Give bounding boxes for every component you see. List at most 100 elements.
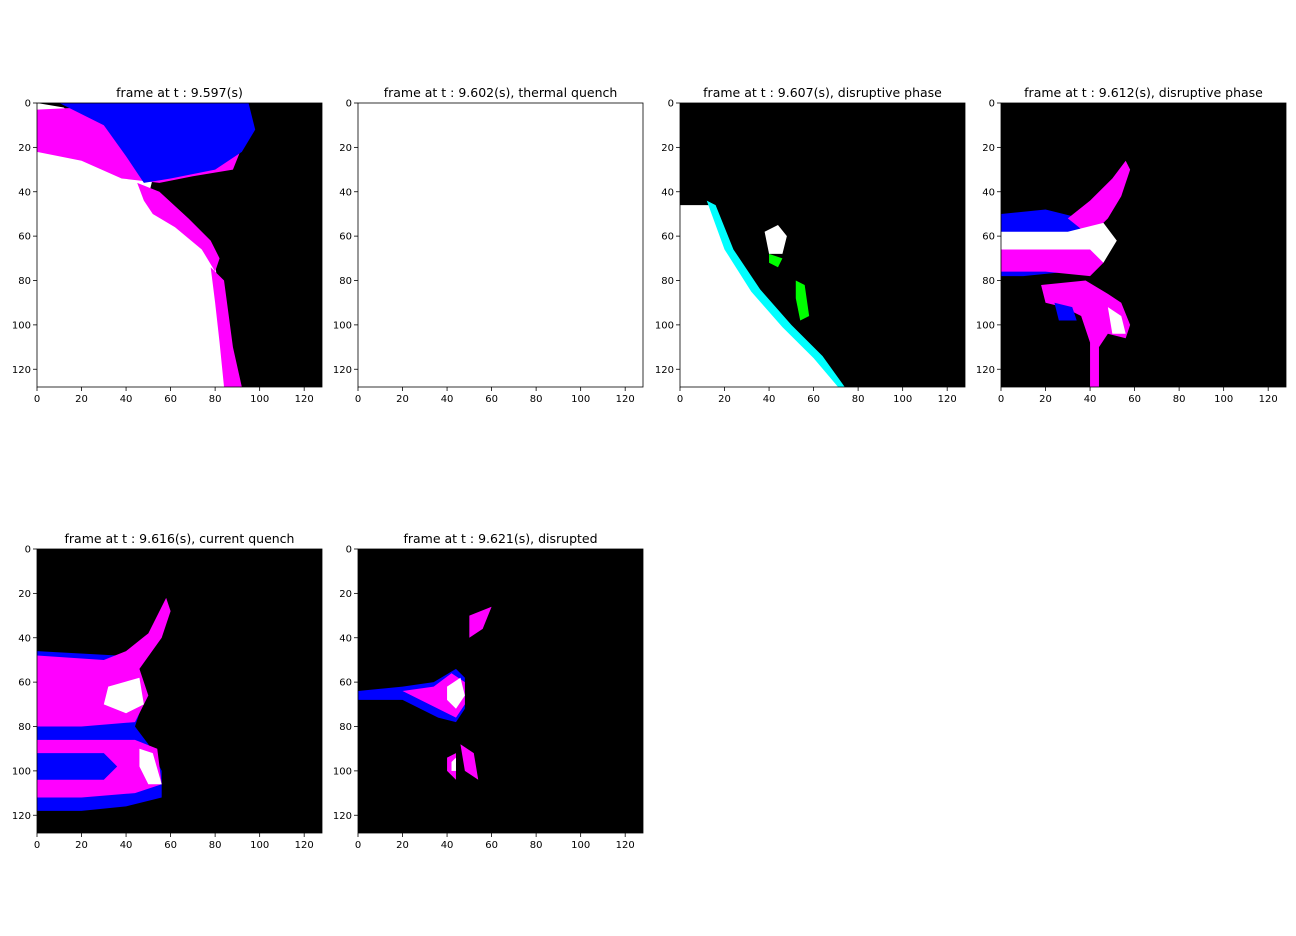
region-cyan-1 [706,200,845,387]
y-tick-label: 100 [655,320,674,331]
axes-frame [36,102,323,388]
x-tick-label: 0 [355,840,361,851]
panel-4: frame at t : 9.612(s), disruptive phase 0… [961,83,1296,417]
x-tick-label: 120 [938,394,957,405]
y-tick-label: 120 [12,365,31,376]
panel-title: frame at t : 9.612(s), disruptive phase [1024,85,1263,100]
y-tick-label: 120 [655,365,674,376]
y-tick-label: 60 [18,232,31,243]
x-tick-label: 40 [441,840,454,851]
y-tick-label: 60 [339,678,352,689]
region-green-3 [795,280,810,321]
x-tick-label: 80 [209,394,222,405]
region-green-4 [769,253,783,268]
axes-frame [357,548,644,834]
axes-frame [36,548,323,834]
region-blue-4 [37,753,118,780]
region-magenta-1 [402,673,465,718]
heatmap-svg: 0 20 40 60 80 100 120 0 20 40 60 80 100 120 [12,99,323,405]
region-white-0 [37,103,229,387]
panel-title: frame at t : 9.597(s) [116,85,243,100]
panel-3: frame at t : 9.607(s), disruptive phase 0… [640,83,985,417]
x-tick-label: 80 [530,394,543,405]
x-tick-label: 0 [998,394,1004,405]
x-tick-label: 100 [1214,394,1233,405]
y-tick-label: 0 [346,545,352,556]
y-tick-label: 40 [339,187,352,198]
x-tick-label: 20 [1039,394,1052,405]
y-tick-label: 60 [982,232,995,243]
x-tick-label: 100 [250,394,269,405]
y-tick-label: 0 [346,99,352,110]
heatmap-svg: 0 20 40 60 80 100 120 0 20 40 60 80 100 120 [976,99,1287,405]
x-tick-label: 100 [250,840,269,851]
x-tick-label: 120 [616,840,635,851]
region-white-2 [447,677,465,709]
y-tick-label: 80 [339,276,352,287]
region-white-5 [1107,307,1126,334]
y-tick-label: 60 [18,678,31,689]
y-tick-label: 80 [18,722,31,733]
y-tick-label: 100 [12,320,31,331]
y-tick-label: 20 [661,143,674,154]
panel-title: frame at t : 9.607(s), disruptive phase [703,85,942,100]
y-tick-label: 40 [982,187,995,198]
x-tick-label: 0 [34,394,40,405]
axes-frame [1000,102,1287,388]
region-magenta-1 [1067,160,1131,237]
heatmap-svg: 0 20 40 60 80 100 120 0 20 40 60 80 100 120 [333,545,644,851]
x-tick-label: 60 [164,840,177,851]
x-tick-label: 20 [718,394,731,405]
x-tick-label: 120 [295,840,314,851]
y-tick-label: 20 [339,143,352,154]
y-tick-label: 80 [339,722,352,733]
x-tick-label: 120 [1259,394,1278,405]
y-tick-label: 20 [18,143,31,154]
y-tick-label: 40 [339,633,352,644]
x-tick-label: 120 [616,394,635,405]
y-tick-label: 100 [333,766,352,777]
x-tick-label: 60 [485,394,498,405]
y-tick-label: 60 [339,232,352,243]
x-tick-label: 100 [893,394,912,405]
panel-2: frame at t : 9.602(s), thermal quench 0 20… [318,83,663,417]
x-tick-label: 40 [1084,394,1097,405]
y-tick-label: 0 [668,99,674,110]
panel-title: frame at t : 9.621(s), disrupted [403,531,598,546]
y-tick-label: 120 [333,811,352,822]
y-tick-label: 80 [661,276,674,287]
y-tick-label: 0 [25,99,31,110]
region-blue-2 [59,103,256,183]
y-tick-label: 20 [339,589,352,600]
panel-5: frame at t : 9.616(s), current quench 0 20… [0,529,342,863]
x-tick-label: 80 [852,394,865,405]
panel-title: frame at t : 9.602(s), thermal quench [383,85,618,100]
x-tick-label: 60 [485,840,498,851]
panel-title: frame at t : 9.616(s), current quench [64,531,295,546]
region-white-2 [103,677,144,714]
x-tick-label: 100 [571,840,590,851]
y-tick-label: 80 [982,276,995,287]
y-tick-label: 40 [661,187,674,198]
y-tick-label: 20 [982,143,995,154]
x-tick-label: 60 [807,394,820,405]
x-tick-label: 40 [120,840,133,851]
y-tick-label: 120 [12,811,31,822]
axes-frame [357,102,644,388]
x-tick-label: 20 [75,394,88,405]
x-tick-label: 120 [295,394,314,405]
region-magenta-3 [1001,249,1104,277]
region-white-2 [764,225,787,254]
x-tick-label: 20 [75,840,88,851]
x-tick-label: 40 [763,394,776,405]
panel-1: frame at t : 9.597(s) 0 20 40 60 80 100 120 0 20 4… [0,83,342,417]
x-tick-label: 0 [677,394,683,405]
x-tick-label: 80 [530,840,543,851]
panel-6: frame at t : 9.621(s), disrupted 0 20 40 60 8… [318,529,663,863]
y-tick-label: 120 [976,365,995,376]
y-tick-label: 100 [976,320,995,331]
y-tick-label: 120 [333,365,352,376]
x-tick-label: 60 [1128,394,1141,405]
axes-frame [679,102,966,388]
x-tick-label: 100 [571,394,590,405]
